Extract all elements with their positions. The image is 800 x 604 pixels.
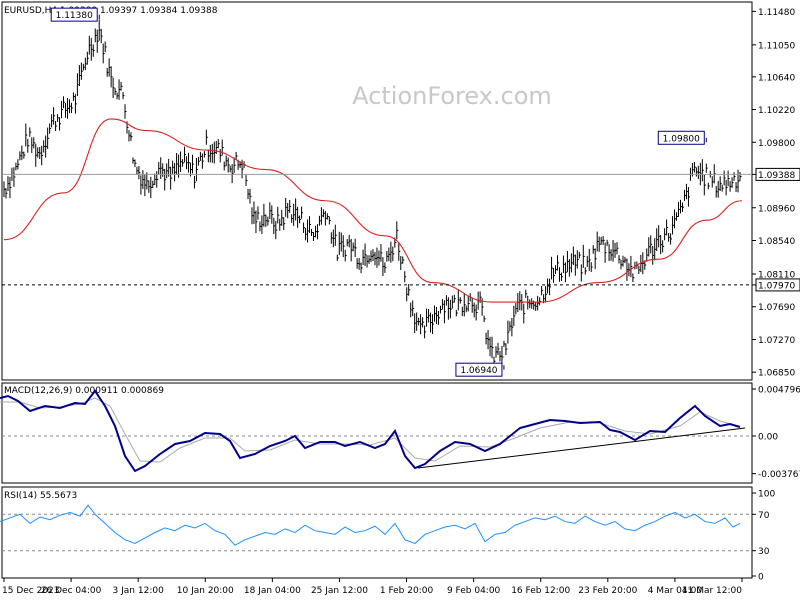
y-tick-label: 70 bbox=[758, 511, 770, 521]
y-tick-label: 1.08110 bbox=[758, 271, 795, 281]
x-tick-label: 1 Feb 20:00 bbox=[380, 586, 434, 596]
panel-frame bbox=[1, 382, 753, 484]
price-panel: EURUSD,H4 1.09389 1.09397 1.09384 1.0938… bbox=[2, 6, 800, 379]
watermark: ActionForex.com bbox=[352, 82, 552, 110]
rsi-line bbox=[0, 504, 741, 546]
annotation-label: 1.09800 bbox=[663, 134, 700, 144]
price-header: EURUSD,H4 1.09389 1.09397 1.09384 1.0938… bbox=[4, 6, 218, 16]
y-tick-label: 100 bbox=[758, 490, 775, 500]
y-tick-label: 0.00 bbox=[758, 433, 778, 443]
x-tick-label: 10 Jan 20:00 bbox=[177, 586, 234, 596]
annotation-box bbox=[657, 130, 705, 145]
y-tick-label: 1.10640 bbox=[758, 73, 795, 83]
y-tick-label: 1.10220 bbox=[758, 106, 795, 116]
y-tick-label: 1.11480 bbox=[758, 8, 795, 18]
y-tick-label: 1.08960 bbox=[758, 204, 795, 214]
y-tick-label: 1.07970 bbox=[758, 281, 795, 291]
macd-line bbox=[0, 389, 741, 473]
x-tick-label: 16 Feb 12:00 bbox=[511, 586, 570, 596]
y-tick-label: 1.09388 bbox=[758, 171, 795, 181]
x-tick-label: 23 Feb 20:00 bbox=[578, 586, 637, 596]
signal-line bbox=[0, 397, 741, 463]
y-tick-box bbox=[755, 278, 800, 292]
macd-panel: MACD(12,26,9) 0.000911 0.000869 0.004796… bbox=[0, 386, 800, 480]
y-tick-label: 1.07690 bbox=[758, 303, 795, 313]
x-tick-label: 4 Mar 04:00 bbox=[648, 586, 703, 596]
y-tick-box bbox=[755, 167, 800, 181]
y-tick-label: 1.06850 bbox=[758, 369, 795, 379]
panel-frame bbox=[1, 1, 753, 381]
x-tick-label: 18 Jan 04:00 bbox=[244, 586, 301, 596]
x-tick-label: 25 Jan 12:00 bbox=[311, 586, 368, 596]
moving-average-line bbox=[3, 118, 743, 303]
y-tick-label: 0 bbox=[758, 573, 764, 583]
x-tick-label: 26 Dec 04:00 bbox=[41, 586, 102, 596]
y-tick-label: 1.08540 bbox=[758, 237, 795, 247]
rsi-header: RSI(14) 55.5673 bbox=[4, 491, 77, 501]
x-tick-label: 9 Feb 04:00 bbox=[447, 586, 501, 596]
y-tick-label: 0.004796 bbox=[758, 386, 800, 396]
rsi-panel: RSI(14) 55.5673 100 70 30 0 bbox=[0, 490, 775, 583]
x-tick-label: 3 Jan 12:00 bbox=[113, 586, 165, 596]
y-tick-label: 30 bbox=[758, 547, 770, 557]
annotation-label: 1.11380 bbox=[56, 11, 93, 21]
y-tick-label: 1.09800 bbox=[758, 139, 795, 149]
y-tick-label: -0.003767 bbox=[758, 470, 800, 480]
y-tick-label: 1.07270 bbox=[758, 336, 795, 346]
annotation-label: 1.06940 bbox=[460, 366, 497, 376]
x-tick-label: 11 Mar 12:00 bbox=[682, 586, 742, 596]
annotation-box bbox=[50, 7, 98, 22]
macd-header: MACD(12,26,9) 0.000911 0.000869 bbox=[4, 386, 164, 396]
y-tick-label: 1.11050 bbox=[758, 41, 795, 51]
macd-trendline bbox=[417, 427, 746, 469]
annotation-box bbox=[455, 362, 503, 377]
panel-frame bbox=[1, 486, 753, 579]
x-tick-label: 15 Dec 2023 bbox=[2, 586, 60, 596]
